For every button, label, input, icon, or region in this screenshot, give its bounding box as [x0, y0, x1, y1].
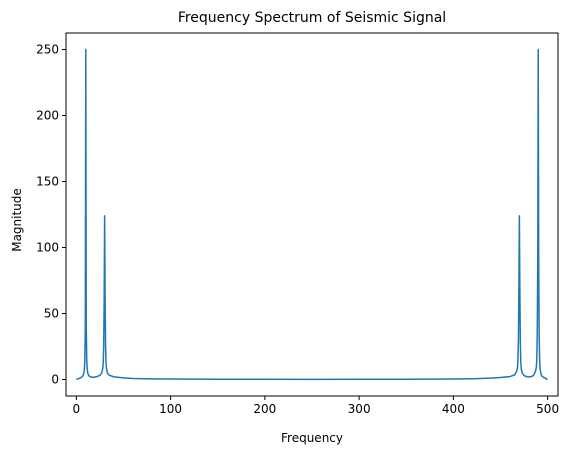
- y-tick-label: 0: [51, 373, 59, 387]
- x-tick-label: 400: [442, 402, 465, 416]
- x-axis: 0 100 200 300 400 500: [73, 396, 559, 416]
- x-tick-label: 0: [73, 402, 81, 416]
- plot-area: [76, 48, 548, 381]
- y-tick-label: 100: [36, 241, 59, 255]
- chart-title: Frequency Spectrum of Seismic Signal: [178, 10, 446, 26]
- y-tick-label: 50: [44, 307, 59, 321]
- x-tick-label: 500: [536, 402, 559, 416]
- series-line-0: [76, 48, 548, 381]
- y-axis: 0 50 100 150 200 250: [36, 43, 66, 387]
- y-tick-label: 150: [36, 175, 59, 189]
- y-tick-label: 200: [36, 109, 59, 123]
- x-tick-label: 300: [348, 402, 371, 416]
- x-tick-label: 200: [253, 402, 276, 416]
- x-tick-label: 100: [159, 402, 182, 416]
- y-tick-label: 250: [36, 43, 59, 57]
- plot-frame: [65, 32, 559, 397]
- y-axis-label: Magnitude: [10, 188, 24, 252]
- x-axis-label: Frequency: [281, 431, 343, 445]
